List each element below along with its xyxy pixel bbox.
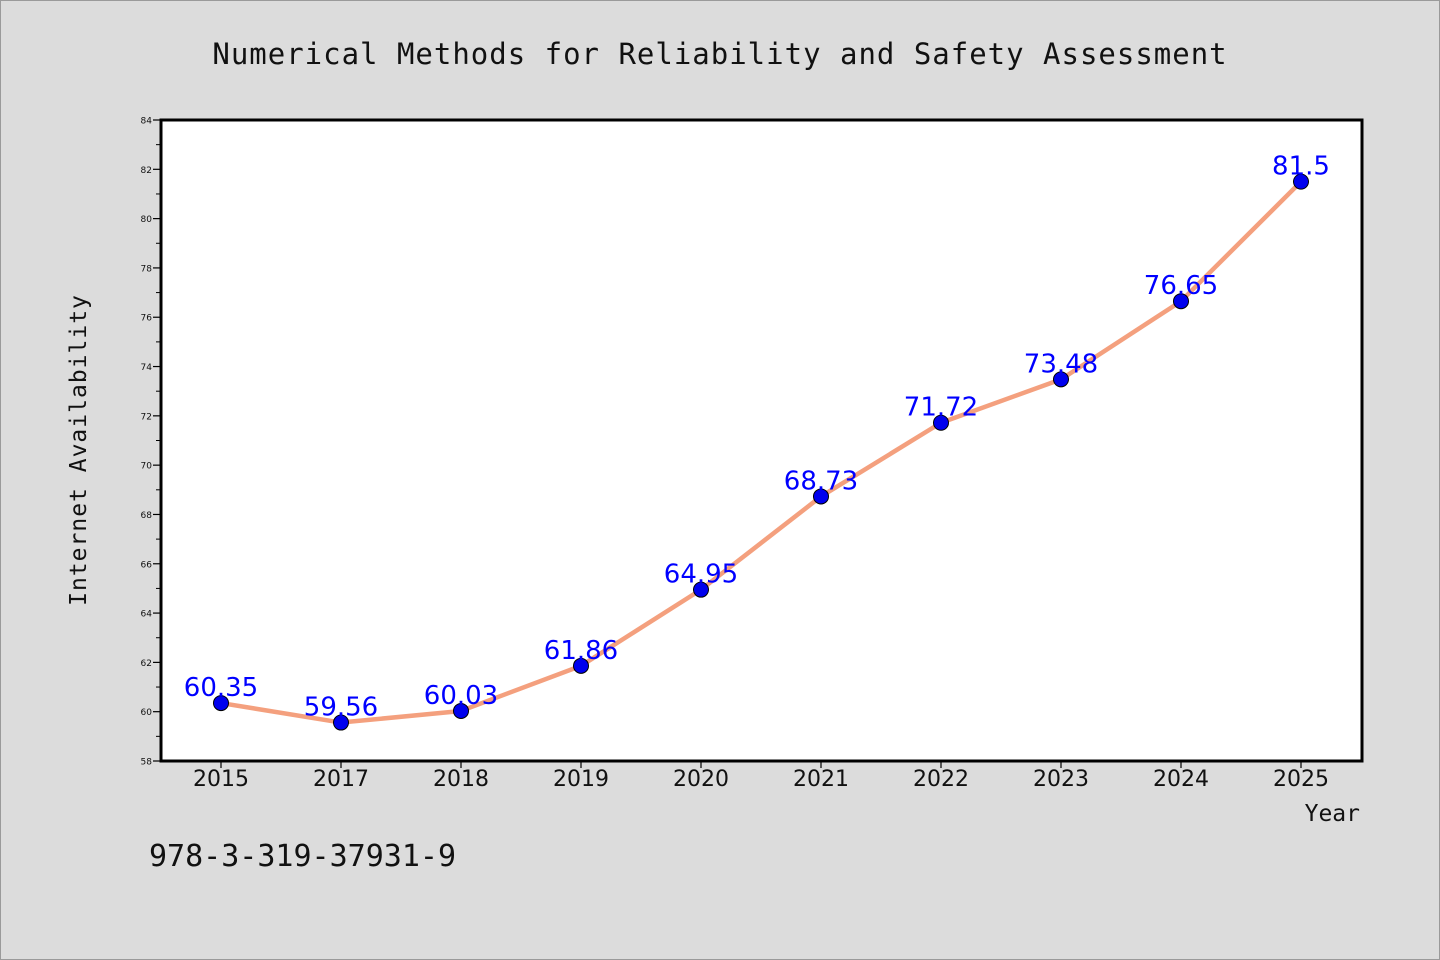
data-point xyxy=(813,488,829,505)
y-tick-label: 58 xyxy=(141,758,153,768)
data-point xyxy=(693,581,709,598)
x-tick-label: 2019 xyxy=(553,767,609,792)
data-point xyxy=(1293,173,1309,190)
series-group xyxy=(213,173,1309,731)
data-label: 76.65 xyxy=(1144,271,1218,301)
data-point xyxy=(453,702,469,719)
data-label: 60.03 xyxy=(424,681,498,711)
data-labels: 60.35 59.56 60.03 61.86 64.95 68.73 71.72 73.48… xyxy=(184,152,1330,723)
chart-title: Numerical Methods for Reliability and Sa… xyxy=(212,37,1227,71)
x-tick-label: 2020 xyxy=(673,767,729,792)
y-tick-label: 76 xyxy=(141,314,153,324)
x-tick-label: 2018 xyxy=(433,767,489,792)
data-label: 73.48 xyxy=(1024,349,1098,379)
data-label: 61.86 xyxy=(544,636,618,666)
data-point xyxy=(933,414,949,431)
data-label: 64.95 xyxy=(664,560,738,590)
x-tick-label: 2017 xyxy=(313,767,369,792)
y-tick-label: 60 xyxy=(141,708,153,718)
x-axis: 2015 2017 2018 2019 2020 2021 2022 2023 2024 2025 xyxy=(193,761,1329,792)
data-label: 59.56 xyxy=(304,693,378,723)
y-tick-label: 80 xyxy=(141,215,153,225)
data-label: 81.5 xyxy=(1272,152,1330,182)
y-tick-label: 84 xyxy=(141,117,153,127)
data-point xyxy=(213,695,229,712)
x-tick-label: 2022 xyxy=(913,767,969,792)
x-tick-label: 2015 xyxy=(193,767,249,792)
y-tick-label: 70 xyxy=(141,462,153,472)
y-tick-label: 62 xyxy=(141,659,152,669)
y-tick-label: 68 xyxy=(141,511,153,521)
x-tick-label: 2021 xyxy=(793,767,849,792)
y-tick-label: 78 xyxy=(141,264,153,274)
x-tick-label: 2025 xyxy=(1273,767,1329,792)
data-point xyxy=(573,657,589,674)
x-tick-label: 2023 xyxy=(1033,767,1089,792)
data-point xyxy=(1053,371,1069,388)
x-axis-label: Year xyxy=(1305,801,1360,827)
data-label: 71.72 xyxy=(904,393,978,423)
y-tick-label: 66 xyxy=(141,560,153,570)
data-point xyxy=(333,714,349,731)
data-point xyxy=(1173,293,1189,310)
y-axis: 58 60 62 64 66 68 70 72 74 76 78 80 82 84 xyxy=(141,117,161,768)
y-axis-label: Internet Availability xyxy=(66,294,92,606)
y-tick-label: 72 xyxy=(141,412,152,422)
isbn-annotation: 978-3-319-37931-9 xyxy=(149,839,456,874)
y-tick-label: 74 xyxy=(141,363,153,373)
x-tick-label: 2024 xyxy=(1153,767,1209,792)
data-label: 60.35 xyxy=(184,673,258,703)
plot-area xyxy=(159,118,1364,763)
y-tick-label: 64 xyxy=(141,610,153,620)
y-tick-label: 82 xyxy=(141,166,152,176)
series-line xyxy=(218,179,1304,725)
data-label: 68.73 xyxy=(784,466,858,496)
